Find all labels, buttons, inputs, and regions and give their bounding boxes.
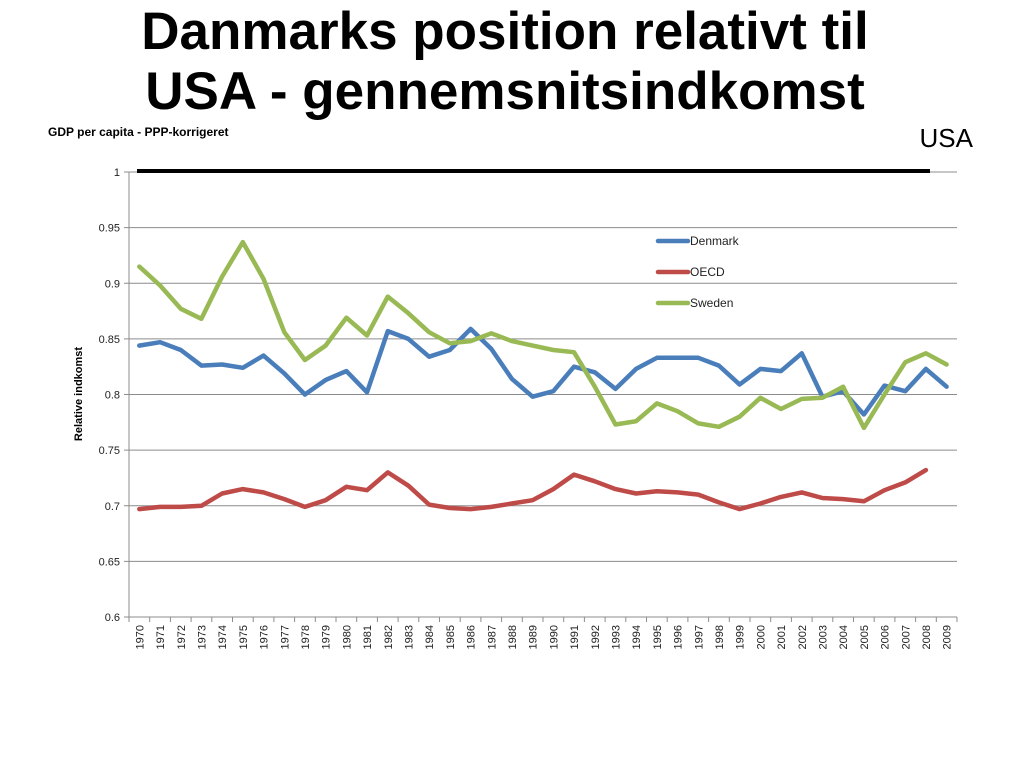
y-tick-label: 0.7 [105, 501, 120, 513]
axes [124, 171, 958, 622]
x-tick-label: 2000 [755, 625, 767, 649]
x-tick-label: 1987 [486, 625, 498, 649]
x-tick-label: 1974 [217, 625, 229, 649]
x-tick-label: 1984 [424, 625, 436, 649]
x-tick-label: 2008 [921, 625, 933, 649]
x-tick-label: 1990 [548, 625, 560, 649]
x-tick-label: 2002 [797, 625, 809, 649]
x-tick-label: 1980 [341, 625, 353, 649]
y-tick-labels: 0.6 0.65 0.7 0.75 0.8 0.85 0.9 0.95 1 [99, 167, 120, 624]
series-lines [137, 239, 949, 512]
x-tick-label: 1972 [176, 625, 188, 649]
x-tick-label: 1999 [735, 625, 747, 649]
x-tick-label: 1997 [693, 625, 705, 649]
x-tick-label: 1975 [238, 625, 250, 649]
series-line-sweden [137, 239, 949, 431]
legend-label: Sweden [690, 296, 733, 310]
series-line-oecd [137, 467, 929, 512]
y-tick-label: 0.9 [105, 278, 120, 290]
x-tick-labels: 1970 1971 1972 1973 1974 1975 1976 1977 1978 1979… [134, 625, 953, 649]
gridlines [129, 171, 957, 618]
slide-title: Danmarks position relativt til USA - gen… [0, 2, 1010, 122]
x-tick-label: 1979 [321, 625, 333, 649]
legend-label: Denmark [690, 234, 740, 248]
x-tick-label: 1996 [673, 625, 685, 649]
y-tick-label: 0.75 [99, 445, 120, 457]
y-tick-label: 0.6 [105, 612, 120, 624]
x-tick-label: 2006 [880, 625, 892, 649]
x-tick-label: 1989 [528, 625, 540, 649]
x-tick-label: 1978 [300, 625, 312, 649]
x-tick-label: 1994 [631, 625, 643, 649]
x-tick-label: 2009 [942, 625, 954, 649]
x-tick-label: 1981 [362, 625, 374, 649]
x-tick-label: 1988 [507, 625, 519, 649]
x-tick-label: 1970 [134, 625, 146, 649]
x-tick-label: 1982 [383, 625, 395, 649]
y-axis-title: Relative indkomst [73, 347, 85, 441]
x-tick-label: 1971 [155, 625, 167, 649]
x-tick-label: 1992 [590, 625, 602, 649]
x-tick-label: 1993 [610, 625, 622, 649]
x-tick-label: 1986 [466, 625, 478, 649]
y-tick-label: 0.8 [105, 390, 120, 402]
x-tick-label: 1977 [279, 625, 291, 649]
x-tick-label: 2005 [859, 625, 871, 649]
x-tick-label: 1973 [196, 625, 208, 649]
x-tick-label: 2007 [900, 625, 912, 649]
slide-title-line-1: Danmarks position relativt til [141, 2, 869, 61]
x-tick-label: 1991 [569, 625, 581, 649]
y-tick-label: 0.95 [99, 223, 120, 235]
y-tick-label: 0.85 [99, 334, 120, 346]
legend-label: OECD [690, 265, 725, 279]
x-tick-label: 1976 [259, 625, 271, 649]
reference-line-group: USA [137, 123, 974, 173]
x-tick-label: 1998 [714, 625, 726, 649]
x-tick-label: 1995 [652, 625, 664, 649]
legend: Denmark OECD Sweden [655, 234, 740, 310]
chart-title: GDP per capita - PPP-korrigeret [48, 125, 229, 139]
x-tick-label: 2001 [776, 625, 788, 649]
x-tick-label: 2004 [838, 625, 850, 649]
slide-title-line-2: USA - gennemsnitsindkomst [145, 62, 865, 121]
x-tick-label: 1983 [403, 625, 415, 649]
x-tick-label: 2003 [817, 625, 829, 649]
reference-line-label: USA [920, 123, 974, 153]
series-line-denmark [137, 326, 949, 417]
y-tick-label: 0.65 [99, 556, 120, 568]
y-tick-label: 1 [114, 167, 120, 179]
x-tick-label: 1985 [445, 625, 457, 649]
